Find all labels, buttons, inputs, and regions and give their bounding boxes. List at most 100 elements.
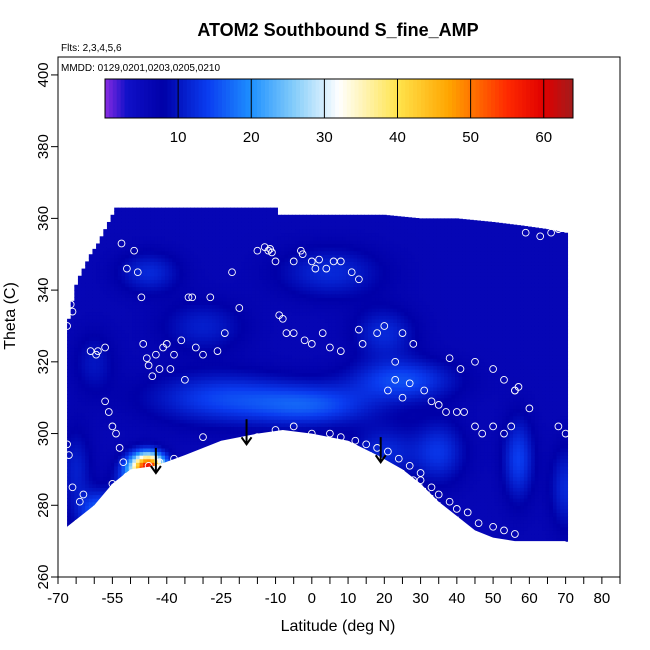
heatmap-cell <box>88 315 94 320</box>
heatmap-cell <box>295 383 300 388</box>
heatmap-cell <box>266 404 271 410</box>
heatmap-cell <box>201 372 206 377</box>
heatmap-cell <box>259 419 264 424</box>
heatmap-cell <box>204 232 210 237</box>
heatmap-cell <box>146 300 152 306</box>
heatmap-cell <box>248 343 253 349</box>
heatmap-cell <box>117 473 123 478</box>
heatmap-cell <box>88 404 94 410</box>
heatmap-cell <box>183 221 188 227</box>
heatmap-cell <box>96 412 101 417</box>
heatmap-cell <box>161 257 166 263</box>
heatmap-cell <box>157 329 162 334</box>
heatmap-cell <box>241 225 246 230</box>
heatmap-cell <box>201 325 206 331</box>
heatmap-cell <box>81 483 86 488</box>
heatmap-cell <box>277 297 282 302</box>
heatmap-cell <box>183 412 188 417</box>
heatmap-cell <box>128 401 133 406</box>
heatmap-cell <box>277 236 282 241</box>
heatmap-cell <box>193 239 199 245</box>
heatmap-cell <box>299 300 304 306</box>
heatmap-cell <box>270 376 275 381</box>
heatmap-cell <box>259 229 264 234</box>
heatmap-cell <box>139 333 144 338</box>
heatmap-cell <box>175 272 181 277</box>
heatmap-cell <box>132 247 137 252</box>
heatmap-cell <box>99 422 104 427</box>
heatmap-cell <box>237 412 242 417</box>
heatmap-cell <box>168 225 173 230</box>
heatmap-cell <box>299 404 304 410</box>
heatmap-cell <box>244 229 249 234</box>
heatmap-cell <box>103 444 108 449</box>
heatmap-cell <box>222 304 228 309</box>
heatmap-cell <box>215 265 220 270</box>
heatmap-cell <box>186 322 191 327</box>
heatmap-cell <box>212 304 217 309</box>
heatmap-cell <box>212 311 217 316</box>
heatmap-cell <box>230 361 235 367</box>
heatmap-cell <box>288 282 293 288</box>
heatmap-cell <box>132 333 137 338</box>
heatmap-cell <box>164 236 170 241</box>
heatmap-cell <box>212 333 217 338</box>
heatmap-cell <box>313 383 318 388</box>
heatmap-cell <box>270 214 275 219</box>
heatmap-cell <box>328 286 333 291</box>
heatmap-cell <box>128 372 133 377</box>
heatmap-cell <box>70 519 75 524</box>
heatmap-cell <box>306 325 311 331</box>
heatmap-cell <box>106 293 112 298</box>
heatmap-cell <box>154 221 159 227</box>
heatmap-cell <box>186 247 191 252</box>
heatmap-cell <box>74 284 79 288</box>
heatmap-cell <box>135 329 141 334</box>
heatmap-cell <box>288 390 293 395</box>
heatmap-cell <box>190 433 195 438</box>
heatmap-cell <box>92 248 97 252</box>
heatmap-cell <box>251 239 257 245</box>
heatmap-cell <box>85 286 90 291</box>
heatmap-cell <box>309 415 315 420</box>
heatmap-cell <box>219 275 224 280</box>
heatmap-cell <box>143 229 148 234</box>
heatmap-cell <box>172 343 177 349</box>
heatmap-cell <box>204 376 210 381</box>
heatmap-cell <box>302 333 307 338</box>
heatmap-cell <box>103 372 108 377</box>
heatmap-cell <box>262 347 268 352</box>
heatmap-cell <box>299 415 304 420</box>
heatmap-cell <box>135 404 141 410</box>
heatmap-cell <box>204 265 210 270</box>
heatmap-cell <box>157 315 162 320</box>
heatmap-cell <box>190 440 195 445</box>
heatmap-cell <box>110 322 115 327</box>
heatmap-cell <box>313 239 318 245</box>
heatmap-cell <box>135 429 141 435</box>
heatmap-cell <box>106 379 112 384</box>
heatmap-cell <box>77 512 83 517</box>
heatmap-cell <box>255 333 260 338</box>
heatmap-cell <box>117 243 123 248</box>
heatmap-cell <box>313 243 318 248</box>
heatmap-cell <box>106 311 112 316</box>
heatmap-cell <box>259 333 264 338</box>
heatmap-cell <box>146 354 152 359</box>
heatmap-cell <box>259 236 264 241</box>
heatmap-cell <box>143 211 148 216</box>
heatmap-cell <box>219 221 224 227</box>
heatmap-cell <box>241 408 246 413</box>
heatmap-cell <box>309 225 315 230</box>
heatmap-cell <box>237 290 242 295</box>
heatmap-cell <box>139 290 144 295</box>
heatmap-cell <box>161 429 166 435</box>
heatmap-cell <box>85 365 90 370</box>
heatmap-cell <box>244 236 249 241</box>
heatmap-cell <box>299 304 304 309</box>
heatmap-cell <box>135 236 141 241</box>
heatmap-cell <box>128 347 133 352</box>
heatmap-cell <box>103 365 108 370</box>
heatmap-cell <box>114 308 119 313</box>
heatmap-cell <box>125 308 130 313</box>
